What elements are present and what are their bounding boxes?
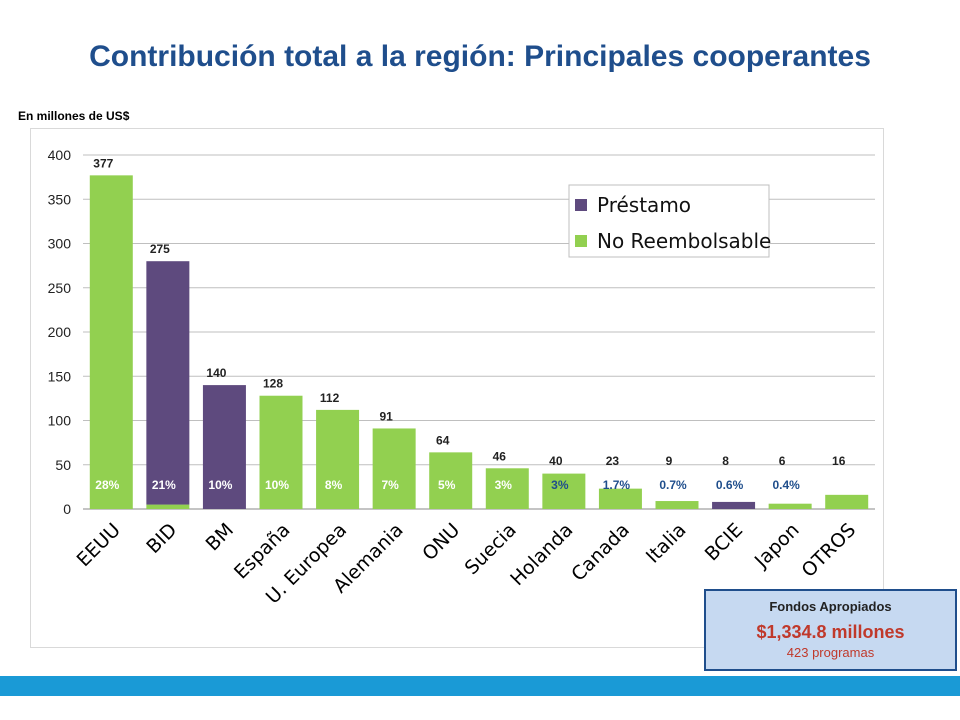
footer-bar — [0, 676, 960, 696]
legend-label: No Reembolsable — [597, 229, 771, 253]
data-label: 112 — [320, 391, 340, 405]
x-tick-label: OTROS — [797, 519, 860, 582]
bar-prestamo — [202, 385, 246, 509]
bar-no-reembolsable — [825, 494, 869, 509]
y-tick-label: 300 — [48, 236, 72, 252]
x-tick-label: BM — [202, 519, 238, 555]
x-tick-label: EEUU — [73, 519, 125, 571]
bar-chart: 0 50 100 150 200 250 300 350 400 377 28% EEUU 275 21%… — [48, 147, 875, 608]
bar-no-reembolsable — [89, 175, 133, 510]
x-tick-label: Canada — [567, 519, 634, 586]
data-label: 8 — [722, 454, 729, 468]
legend-swatch — [575, 235, 587, 247]
data-label: 40 — [549, 454, 563, 468]
percent-label: 8% — [325, 478, 343, 492]
data-label: 16 — [832, 454, 846, 468]
data-label: 64 — [436, 433, 450, 447]
y-tick-label: 250 — [48, 280, 72, 296]
bar-prestamo — [712, 501, 756, 509]
percent-label: 0.7% — [659, 478, 687, 492]
data-label: 23 — [606, 454, 620, 468]
data-label: 6 — [779, 454, 786, 468]
x-tick-label: Japon — [750, 519, 804, 573]
unit-label: En millones de US$ — [18, 109, 130, 123]
page-title: Contribución total a la región: Principa… — [89, 40, 871, 73]
legend-swatch — [575, 199, 587, 211]
percent-label: 10% — [208, 478, 232, 492]
data-label: 140 — [206, 366, 226, 380]
bar-no-reembolsable — [146, 504, 190, 509]
y-tick-label: 150 — [48, 368, 72, 384]
bar-no-reembolsable — [542, 473, 586, 509]
bar-no-reembolsable — [655, 501, 699, 509]
percent-label: 1.7% — [603, 478, 631, 492]
y-tick-label: 50 — [55, 457, 71, 473]
data-label: 91 — [379, 409, 393, 423]
y-tick-label: 350 — [48, 191, 72, 207]
fund-box: Fondos Apropiados $1,334.8 millones 423 … — [704, 589, 957, 671]
bar-no-reembolsable — [259, 395, 303, 509]
data-label: 9 — [666, 454, 673, 468]
percent-label: 10% — [265, 478, 289, 492]
chart-area: 0 50 100 150 200 250 300 350 400 377 28% EEUU 275 21%… — [30, 128, 884, 648]
x-tick-label: Italia — [642, 519, 691, 568]
bar-no-reembolsable — [485, 468, 529, 509]
y-tick-label: 100 — [48, 413, 72, 429]
x-tick-label: BID — [142, 519, 181, 558]
percent-label: 0.4% — [772, 478, 800, 492]
x-tick-label: BCIE — [701, 519, 747, 565]
y-tick-label: 400 — [48, 147, 72, 163]
data-label: 275 — [150, 242, 170, 256]
percent-label: 5% — [438, 478, 456, 492]
bar-no-reembolsable — [429, 452, 473, 509]
bar-no-reembolsable — [316, 409, 360, 509]
bar-no-reembolsable — [598, 488, 642, 509]
percent-label: 0.6% — [716, 478, 744, 492]
y-tick-label: 200 — [48, 324, 72, 340]
percent-label: 28% — [95, 478, 119, 492]
legend-label: Préstamo — [597, 193, 691, 217]
percent-label: 3% — [551, 478, 569, 492]
percent-label: 7% — [381, 478, 399, 492]
legend-box — [568, 184, 770, 258]
bar-no-reembolsable — [372, 428, 416, 509]
y-tick-label: 0 — [63, 501, 71, 517]
data-label: 377 — [93, 156, 113, 170]
data-label: 46 — [493, 449, 507, 463]
fund-programs: 423 programas — [786, 645, 875, 660]
bar-no-reembolsable — [768, 503, 812, 509]
percent-label: 21% — [152, 478, 176, 492]
x-tick-label: ONU — [418, 519, 464, 565]
fund-title: Fondos Apropiados — [769, 599, 892, 614]
bar-prestamo — [146, 261, 190, 505]
data-label: 128 — [263, 377, 283, 391]
x-tick-label: Holanda — [506, 519, 577, 590]
percent-label: 3% — [495, 478, 513, 492]
fund-amount: $1,334.8 millones — [756, 622, 905, 642]
